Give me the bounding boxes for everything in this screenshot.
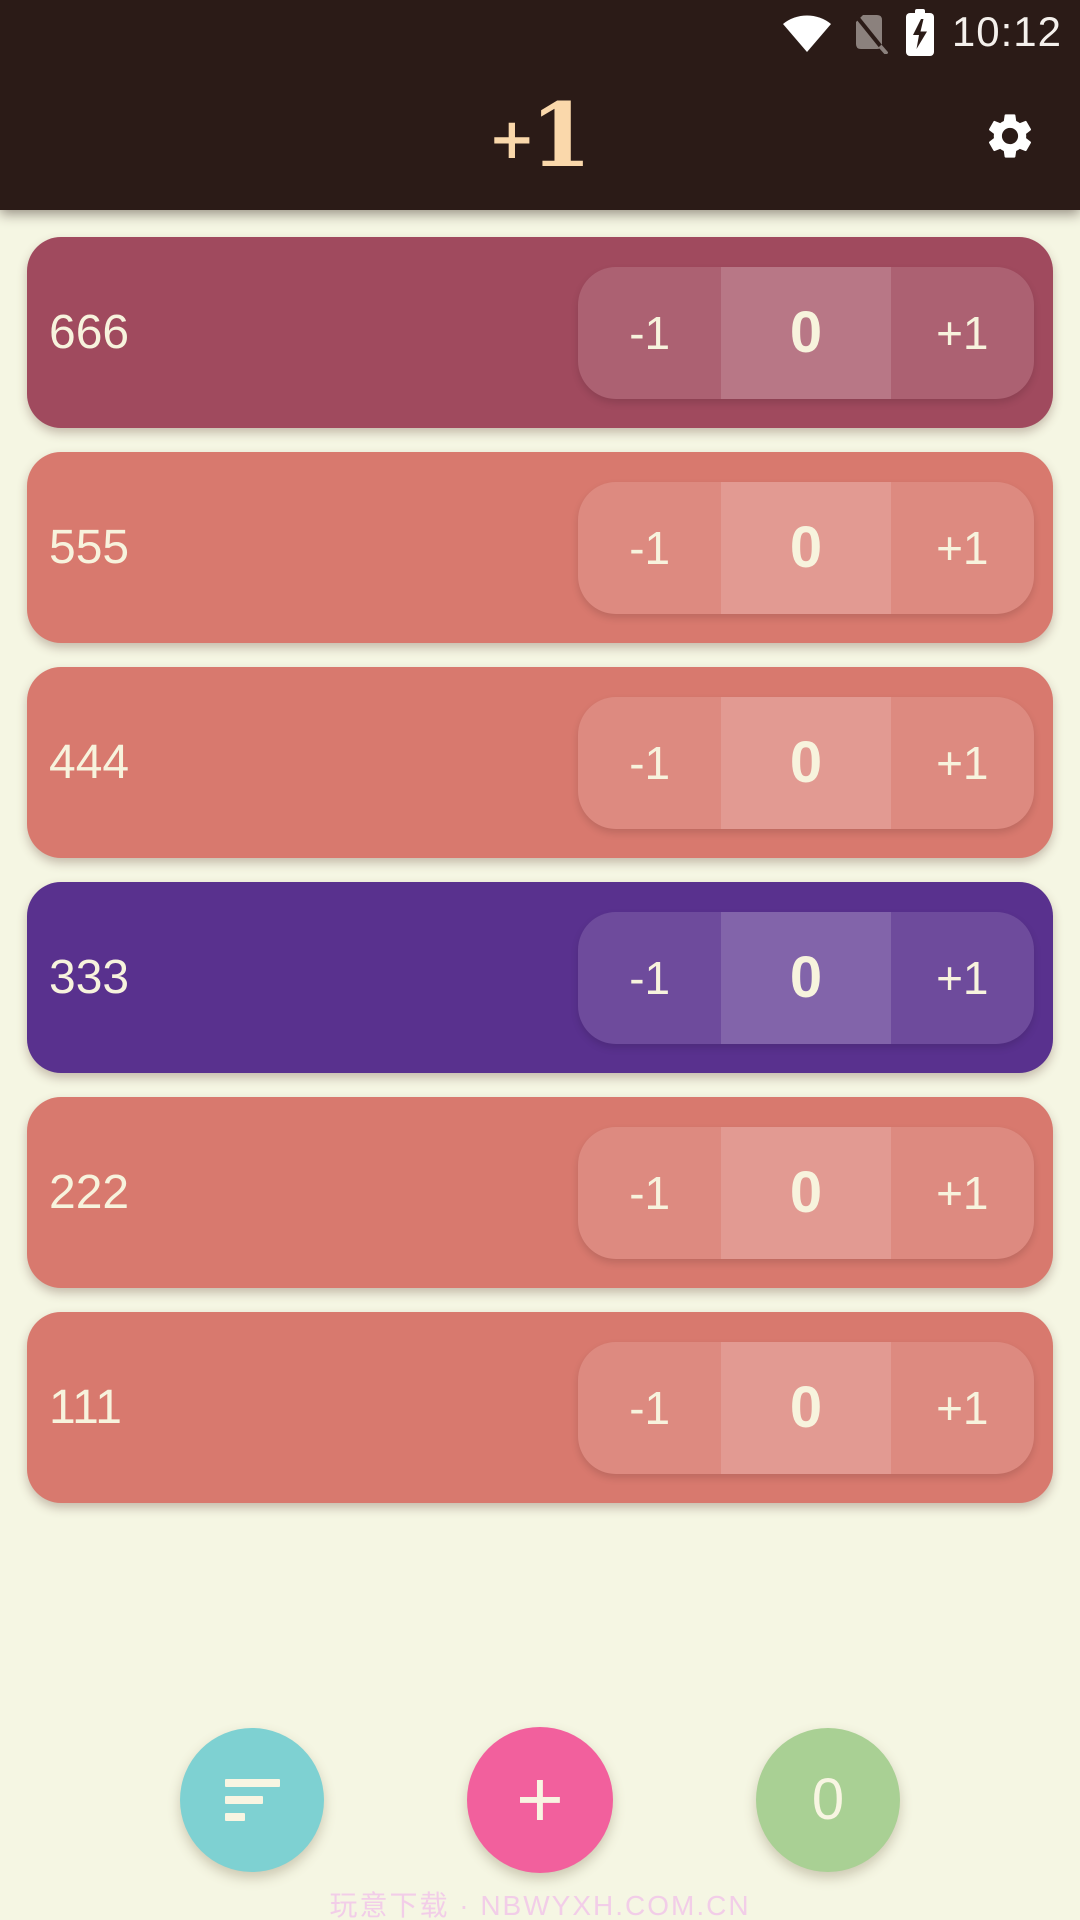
counter-card[interactable]: 666 -1 0 +1 [27, 237, 1053, 428]
counter-name: 555 [49, 521, 130, 574]
sort-lines-icon [224, 1779, 280, 1821]
increment-button[interactable]: +1 [890, 696, 1034, 829]
counter-controls: -1 0 +1 [578, 696, 1034, 829]
counter-value[interactable]: 0 [721, 1126, 891, 1259]
counter-list: 666 -1 0 +1 555 -1 0 +1 444 -1 0 +1 [27, 237, 1053, 1503]
no-sim-icon [850, 10, 888, 54]
battery-charging-icon [905, 8, 935, 56]
reset-all-button[interactable]: 0 [756, 1728, 900, 1872]
counter-card[interactable]: 555 -1 0 +1 [27, 452, 1053, 643]
counter-card[interactable]: 333 -1 0 +1 [27, 882, 1053, 1073]
increment-button[interactable]: +1 [890, 1341, 1034, 1474]
counter-name: 222 [49, 1166, 130, 1219]
wifi-icon [781, 11, 833, 53]
counter-name: 666 [49, 306, 130, 359]
counter-controls: -1 0 +1 [578, 1341, 1034, 1474]
decrement-button[interactable]: -1 [578, 1126, 722, 1259]
counter-card[interactable]: 222 -1 0 +1 [27, 1097, 1053, 1288]
counter-controls: -1 0 +1 [578, 481, 1034, 614]
zero-icon: 0 [811, 1767, 845, 1832]
increment-button[interactable]: +1 [890, 1126, 1034, 1259]
increment-button[interactable]: +1 [890, 481, 1034, 614]
clock: 10:12 [951, 8, 1062, 55]
settings-button[interactable] [982, 109, 1038, 165]
decrement-button[interactable]: -1 [578, 481, 722, 614]
counter-name: 111 [49, 1381, 122, 1434]
app-header: 10:12 + 1 [0, 0, 1080, 210]
counter-value[interactable]: 0 [721, 1341, 891, 1474]
decrement-button[interactable]: -1 [578, 266, 722, 399]
counter-controls: -1 0 +1 [578, 266, 1034, 399]
counter-controls: -1 0 +1 [578, 1126, 1034, 1259]
toolbar: + 1 [0, 64, 1080, 210]
counter-card[interactable]: 444 -1 0 +1 [27, 667, 1053, 858]
decrement-button[interactable]: -1 [578, 696, 722, 829]
counter-controls: -1 0 +1 [578, 911, 1034, 1044]
sort-button[interactable] [180, 1728, 324, 1872]
increment-button[interactable]: +1 [890, 266, 1034, 399]
watermark: 玩意下载 · NBWYXH.COM.CN [329, 1890, 751, 1920]
decrement-button[interactable]: -1 [578, 911, 722, 1044]
counter-value[interactable]: 0 [721, 911, 891, 1044]
increment-button[interactable]: +1 [890, 911, 1034, 1044]
gear-icon [983, 109, 1037, 166]
status-bar: 10:12 [0, 0, 1080, 64]
counter-name: 444 [49, 736, 130, 789]
plus-icon: + [516, 1754, 564, 1845]
counter-name: 333 [49, 951, 130, 1004]
counter-card[interactable]: 111 -1 0 +1 [27, 1312, 1053, 1503]
add-counter-button[interactable]: + [467, 1727, 613, 1873]
counter-value[interactable]: 0 [721, 696, 891, 829]
counter-value[interactable]: 0 [721, 266, 891, 399]
decrement-button[interactable]: -1 [578, 1341, 722, 1474]
counter-value[interactable]: 0 [721, 481, 891, 614]
page-title: + 1 [488, 83, 592, 188]
